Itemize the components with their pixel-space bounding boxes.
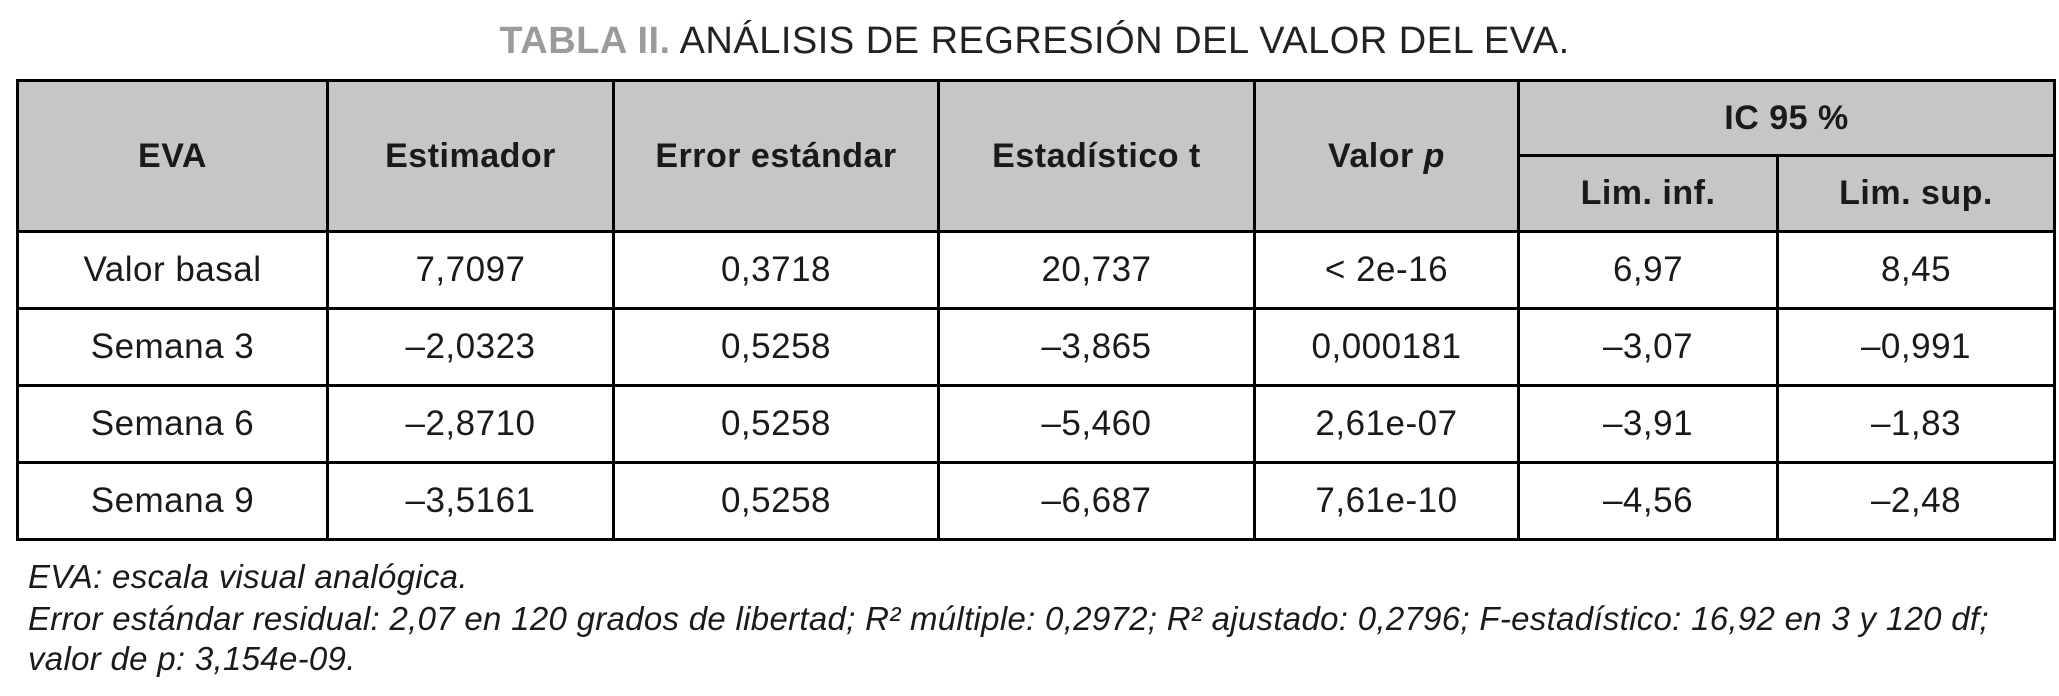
- table-row-valor-basal: Valor basal 7,7097 0,3718 20,737 < 2e-16…: [16, 230, 2057, 310]
- table-footnotes: EVA: escala visual analógica. Error está…: [28, 557, 2038, 679]
- col-header-eva: EVA: [16, 79, 329, 233]
- cell-eva: Semana 9: [16, 461, 329, 541]
- cell-eva: Semana 3: [16, 307, 329, 387]
- table-row-semana-9: Semana 9 –3,5161 0,5258 –6,687 7,61e-10 …: [16, 461, 2057, 541]
- col-header-lim-sup: Lim. sup.: [1775, 154, 2057, 233]
- cell-error-estandar: 0,5258: [612, 384, 940, 464]
- cell-lim-sup: –0,991: [1775, 307, 2057, 387]
- col-header-estadistico-t: Estadístico t: [937, 79, 1256, 233]
- table-body: Valor basal 7,7097 0,3718 20,737 < 2e-16…: [16, 230, 2057, 541]
- cell-estadistico-t: 20,737: [937, 230, 1256, 310]
- col-header-valor-p: Valor p: [1253, 79, 1520, 233]
- cell-lim-sup: –1,83: [1775, 384, 2057, 464]
- cell-estadistico-t: –3,865: [937, 307, 1256, 387]
- cell-valor-p: 2,61e-07: [1253, 384, 1520, 464]
- cell-estimador: 7,7097: [326, 230, 615, 310]
- cell-valor-p: 7,61e-10: [1253, 461, 1520, 541]
- cell-lim-sup: –2,48: [1775, 461, 2057, 541]
- page: TABLA II. ANÁLISIS DE REGRESIÓN DEL VALO…: [0, 20, 2059, 696]
- cell-eva: Valor basal: [16, 230, 329, 310]
- cell-lim-inf: 6,97: [1517, 230, 1779, 310]
- col-header-estimador: Estimador: [326, 79, 615, 233]
- col-header-error-estandar: Error estándar: [612, 79, 940, 233]
- cell-valor-p: 0,000181: [1253, 307, 1520, 387]
- regression-table: EVA Estimador Error estándar Estadístico…: [16, 79, 2057, 541]
- cell-lim-sup: 8,45: [1775, 230, 2057, 310]
- table-title: TABLA II. ANÁLISIS DE REGRESIÓN DEL VALO…: [16, 20, 2053, 63]
- cell-estimador: –2,0323: [326, 307, 615, 387]
- table-header: EVA Estimador Error estándar Estadístico…: [16, 79, 2057, 233]
- cell-estimador: –2,8710: [326, 384, 615, 464]
- cell-estimador: –3,5161: [326, 461, 615, 541]
- footnote-model-statistics: Error estándar residual: 2,07 en 120 gra…: [28, 600, 1989, 677]
- cell-lim-inf: –3,07: [1517, 307, 1779, 387]
- table-row-semana-3: Semana 3 –2,0323 0,5258 –3,865 0,000181 …: [16, 307, 2057, 387]
- cell-estadistico-t: –6,687: [937, 461, 1256, 541]
- footnote-eva-definition: EVA: escala visual analógica.: [28, 558, 468, 595]
- cell-valor-p: < 2e-16: [1253, 230, 1520, 310]
- table-title-text: ANÁLISIS DE REGRESIÓN DEL VALOR DEL EVA.: [670, 20, 1570, 62]
- cell-error-estandar: 0,5258: [612, 461, 940, 541]
- valor-p-symbol: p: [1423, 136, 1445, 175]
- col-header-ic95: IC 95 %: [1516, 79, 2057, 157]
- cell-eva: Semana 6: [16, 384, 329, 464]
- cell-error-estandar: 0,3718: [612, 230, 940, 310]
- table-number-label: TABLA II.: [499, 20, 671, 62]
- table-row-semana-6: Semana 6 –2,8710 0,5258 –5,460 2,61e-07 …: [16, 384, 2057, 464]
- cell-error-estandar: 0,5258: [612, 307, 940, 387]
- cell-lim-inf: –3,91: [1517, 384, 1779, 464]
- valor-p-prefix: Valor: [1328, 136, 1424, 175]
- cell-estadistico-t: –5,460: [937, 384, 1256, 464]
- col-header-lim-inf: Lim. inf.: [1517, 154, 1779, 233]
- cell-lim-inf: –4,56: [1517, 461, 1779, 541]
